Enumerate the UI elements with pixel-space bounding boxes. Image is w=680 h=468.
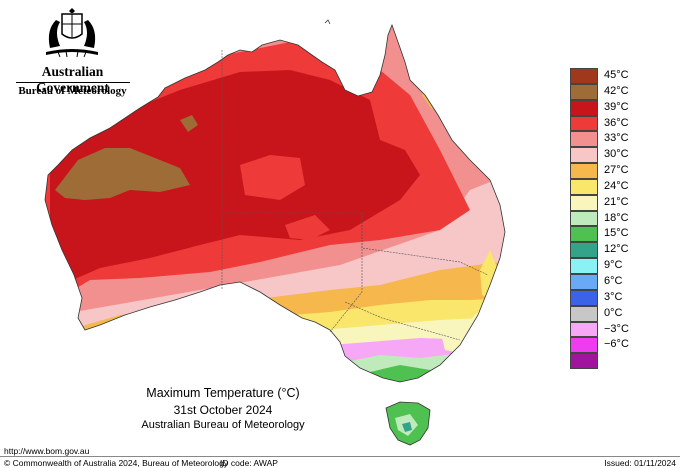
- legend-swatch: [570, 289, 598, 306]
- logo-divider: [16, 82, 130, 83]
- legend-swatch: [570, 83, 598, 100]
- issued-date: Issued: 01/11/2024: [604, 458, 676, 468]
- legend-swatch: [570, 321, 598, 338]
- australia-coastline: [44, 23, 506, 383]
- legend-swatch: [570, 273, 598, 290]
- legend-swatch: [570, 353, 598, 370]
- tasmania: [385, 401, 431, 446]
- legend-label: 45°C: [604, 69, 629, 81]
- bom-website-link[interactable]: http://www.bom.gov.au: [4, 446, 90, 456]
- legend-label: 42°C: [604, 84, 629, 97]
- legend-swatch: [570, 305, 598, 322]
- legend-label: 3°C: [604, 290, 623, 303]
- government-name: Australian Government: [36, 64, 109, 95]
- legend-swatch: [570, 178, 598, 195]
- legend-swatch: [570, 210, 598, 227]
- legend-label: 6°C: [604, 274, 623, 287]
- id-code: ID code: AWAP: [220, 458, 278, 468]
- map-caption: Maximum Temperature (°C) 31st October 20…: [118, 386, 328, 431]
- legend-label: 18°C: [604, 211, 629, 224]
- bureau-name: Bureau of Meteorology: [18, 85, 127, 97]
- legend-label: 12°C: [604, 243, 629, 256]
- legend-label: 15°C: [604, 227, 629, 240]
- legend-swatch: [570, 194, 598, 211]
- coat-of-arms-icon: [46, 8, 98, 58]
- legend-label: −3°C: [604, 322, 629, 335]
- map-title: Maximum Temperature (°C): [146, 386, 300, 400]
- legend-swatch: [570, 337, 598, 354]
- legend-swatch: [570, 99, 598, 116]
- legend-label: 30°C: [604, 148, 629, 161]
- legend-swatch: [570, 258, 598, 274]
- government-logo: Australian Government Bureau of Meteorol…: [10, 8, 135, 98]
- legend-swatch: [570, 242, 598, 259]
- legend-swatch: [570, 147, 598, 164]
- legend-label: 36°C: [604, 116, 629, 129]
- map-date: 31st October 2024: [173, 403, 273, 417]
- legend-swatch: [570, 131, 598, 148]
- legend-label: 21°C: [604, 195, 629, 208]
- legend-label: 27°C: [604, 164, 629, 177]
- copyright-notice: © Commonwealth of Australia 2024, Bureau…: [4, 458, 229, 468]
- legend-label: 9°C: [604, 259, 623, 272]
- map-source: Australian Bureau of Meteorology: [141, 419, 305, 431]
- coastal-island: [324, 19, 331, 25]
- legend-label: 0°C: [604, 306, 623, 319]
- legend-label: 39°C: [604, 100, 629, 113]
- legend-swatch: [570, 226, 598, 243]
- state-borders: [221, 50, 489, 341]
- footer-divider: [0, 456, 680, 457]
- legend-swatch: [570, 68, 598, 84]
- legend-swatch: [570, 163, 598, 179]
- legend-swatch: [570, 115, 598, 132]
- legend-label: 33°C: [604, 132, 629, 145]
- legend-label: 24°C: [604, 179, 629, 192]
- legend-label: −6°C: [604, 338, 629, 351]
